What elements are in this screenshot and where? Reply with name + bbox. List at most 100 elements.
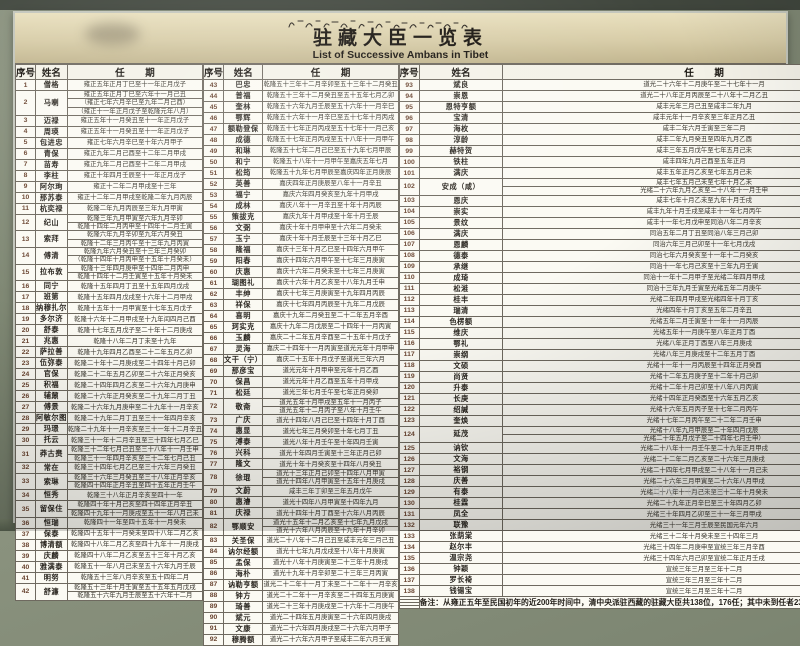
term-cell: 雍正七年六月辛巳至十年六月甲子 (66, 136, 203, 149)
term-cell: 乾隆十九年四月乙酉至二十二年五月乙卯 (66, 346, 203, 359)
table-row: 61 瑚图礼 嘉庆十六年十月乙亥至十八年九月壬申 (202, 277, 399, 289)
amban-name-cell: 延茂 (418, 425, 504, 444)
term-cell: 嘉庆十七年三月庚寅至十九年四月丙辰 (262, 288, 399, 300)
term-cell: 乾隆五十三年十二月癸丑至五十五年七月乙卯 (262, 90, 399, 102)
term-cell: 乾隆十五年四月丁丑至十五年四月戊戌 (66, 280, 203, 293)
amban-name-cell: 崇恩 (418, 90, 504, 102)
table-row: 7 苗寿 雍正九年二月己酉至十二年二月甲戌 (14, 158, 203, 171)
term-cell: 嘉庆二十四年十一月丙寅至道光元年十月甲申 (262, 343, 399, 355)
amban-name-cell: 同宁 (35, 280, 68, 293)
row-number-cell: 111 (398, 282, 420, 295)
term-cell: 道光二十八年十二月己丑至咸丰元年三月己丑 (262, 534, 399, 547)
table-row: 106 满庆 同治五年二月丁丑至同治八年三月己卯 (398, 227, 800, 240)
amban-name-cell: 温宗尧 (418, 552, 504, 565)
table-row: 46 鄂辉 乾隆五十六年十一月辛巳至五十七年十月丙戌 (202, 112, 399, 124)
amban-name-cell: 玛璟 (35, 423, 68, 436)
term-cell: 光绪十一年十一月丙辰至十四年正月癸酉 (502, 359, 800, 372)
term-cell: 乾隆五十三年十二月辛卯至五十三年十二月癸丑 (262, 79, 399, 91)
row-number-cell: 130 (398, 497, 420, 510)
term-cell: 光绪三十二年十月癸未至三十四年三月 (502, 530, 800, 543)
table-row: 107 恩麟 同治六年三月己卯至十一年七月戊戌 (398, 238, 800, 251)
term-cell: 雍正五年正月丁巳至六年十一月己丑 (66, 89, 203, 100)
table-row: 28 阿敏尔图 乾隆二十九年二月丁丑至三十一年四月辛亥 (14, 412, 203, 425)
table-row: 133 张荫棠 光绪三十二年十月癸未至三十四年三月 (398, 530, 800, 543)
row-number-cell: 28 (14, 412, 37, 425)
row-number-cell: 31 (14, 445, 37, 463)
row-number-cell: 21 (14, 335, 37, 348)
table-row: 29 玛璟 乾隆二十九年十一月辛亥至三十一年十二月辛丑 (14, 423, 203, 436)
amban-name-cell: 积福 (35, 379, 68, 392)
table-row: 39 庆麟 乾隆四十八年二月乙亥至五十三年十月乙亥 (14, 550, 203, 563)
row-number-cell: 10 (14, 191, 37, 204)
term-cell: 光绪八年正月丁酉至八年三月庚戌 (502, 337, 800, 350)
amban-name-cell: 崇纲 (418, 348, 504, 361)
table-row: 101 满庆 咸丰五年正月乙亥至七年五月己未 (398, 167, 800, 179)
row-number-cell: 115 (398, 326, 420, 339)
column-header-term: 任 期 (502, 64, 800, 80)
table-row: 134 赵尔丰 光绪三十四年二月庚申至宣统三年三月辛酉 (398, 541, 800, 554)
table-row: 110 成琦 同治十一年十二月甲子至光绪二年四月甲戌 (398, 271, 800, 284)
table-row: 82 鄂顺安 道光十五年十二月乙亥至十七年九月戊戌 (202, 518, 399, 536)
amban-name-cell: 托云 (35, 434, 68, 447)
row-number-cell: 20 (14, 324, 37, 337)
term-cell: 咸丰二年九月癸丑至四年九月乙酉 (502, 134, 800, 146)
table-row: 67 灵海 嘉庆二十四年十一月丙寅至道光元年十月甲申 (202, 343, 399, 355)
term-cell: 咸丰十一年七月戊申至同治八年二月辛亥 (502, 216, 800, 229)
row-number-cell: 109 (398, 260, 420, 273)
term-cell: 道光二十三年十月庚戌至二十六年十二月庚午 (262, 600, 399, 613)
term-cell: 乾隆二十六年九月庚申至二十九年十一月辛亥 (66, 401, 203, 414)
row-number-cell: 96 (398, 112, 420, 124)
term-cell: 光绪十二年五月庚子至十二年十月己卯 (502, 370, 800, 383)
amban-name-cell: 隆福 (222, 244, 264, 256)
term-cell: 雍正十年四月壬辰至十一年正月戊子 (66, 169, 203, 182)
table-row: 112 桂丰 光绪二年四月甲戌至光绪四年十月丁亥 (398, 293, 800, 306)
term-cell: 雍正五年十一月癸丑至十一年正月戊子 (66, 114, 203, 127)
table-row: 9 阿尔珣 雍正十二年二月甲戌至十三年 (14, 180, 203, 193)
column-header-no: 序号 (202, 64, 225, 80)
column-header-name: 姓名 (418, 64, 504, 80)
amban-name-cell: 恩特亨额 (418, 101, 504, 113)
table-row: 8 李柱 雍正十年四月壬辰至十一年正月戊子 (14, 169, 203, 182)
term-cell: 道光十四年八月甲寅至十四年九月 (262, 496, 399, 509)
table-row: 79 文蔚 咸丰三年丁卯至三年五月戊午 (202, 485, 399, 498)
amban-name-cell: 丰绅 (222, 288, 264, 300)
row-number-cell: 113 (398, 304, 420, 317)
table-row: 16 同宁 乾隆十五年四月丁丑至十五年四月戊戌 (14, 280, 203, 293)
row-number-cell: 108 (398, 249, 420, 262)
amban-name-cell: 瑚图礼 (222, 277, 264, 289)
term-cell: 乾隆五十九年七月甲辰至嘉庆四年正月庚辰 (262, 167, 399, 179)
table-row: 53 福宁 嘉庆六年四月癸亥至九年十月甲戌 (202, 189, 399, 201)
amban-table-group-3: 序号 姓名任 期 93 斌良 道光二十六年十二月庚午至二十七年十一月 94 崇恩 道光二十八年… (398, 64, 800, 610)
table-row: 41 明努 乾隆五十三年八月辛亥至五十四年二月 (14, 572, 203, 585)
amban-name-cell: 琦善 (222, 600, 264, 613)
amban-name-cell: 承继 (418, 260, 504, 273)
row-number-cell: 12 (14, 213, 37, 232)
table-row: （雍正十一年正月戊子至乾隆元年八月） (16, 106, 203, 116)
table-row: 50 和宁 乾隆五十八年十一月甲午至嘉庆五年七月 (202, 156, 399, 168)
term-cell: 乾隆五十六年十一月辛巳至五十七年十月丙戌 (262, 112, 399, 124)
term-cell: 嘉庆八年十一月辛丑至十年十月丙辰 (262, 200, 399, 212)
note-filler-row: 备注：从雍正五年至民国初年的近200年时间中，清中央派驻西藏的驻藏大臣共138位… (398, 596, 800, 610)
amban-name-cell: 满庆 (418, 167, 504, 179)
amban-name-cell: 讷钦 (418, 442, 504, 455)
term-cell: 乾隆四十九年十一月庚戌至五十一年八月己未 (66, 508, 203, 519)
remark-note: 备注：从雍正五年至民国初年的近200年时间中，清中央派驻西藏的驻藏大臣共138位… (418, 596, 800, 610)
table-row: 115 维庆 光绪五年十一月庚午至八年正月丁酉 (398, 326, 800, 339)
row-number-cell: 94 (398, 90, 420, 102)
table-row: 37 保泰 乾隆四十五年十一月癸未至四十八年二月乙亥 (14, 528, 203, 541)
row-number-cell: 120 (398, 381, 420, 394)
amban-name-cell: 傅清 (35, 247, 68, 265)
amban-name-cell: 辅鼐 (35, 390, 68, 403)
row-number-cell: 60 (202, 266, 225, 278)
table-row: 120 升泰 光绪十二年十月己卯至十八年八月丙寅 (398, 381, 800, 394)
term-cell: 道光二十六年六月甲子至咸丰二年六月壬寅 (262, 633, 399, 646)
amban-name-cell: 文海 (418, 453, 504, 466)
amban-name-cell: 铁柱 (418, 156, 504, 168)
amban-name-cell: 玉宁 (222, 233, 264, 245)
amban-name-cell: 赵尔丰 (418, 541, 504, 554)
term-cell: 嘉庆二十五年十月戊子至道光三年六月 (262, 354, 399, 366)
amban-name-cell: 雅满泰 (35, 561, 68, 574)
table-row: （雍正七年六月辛巳至九年二月己酉） (16, 98, 203, 108)
table-row: 94 崇恩 道光二十八年正月丙辰至二十八年十二月乙丑 (398, 90, 800, 102)
term-cell: 光绪二十九年正月辛巳至三十年四月乙卯 (502, 497, 800, 510)
